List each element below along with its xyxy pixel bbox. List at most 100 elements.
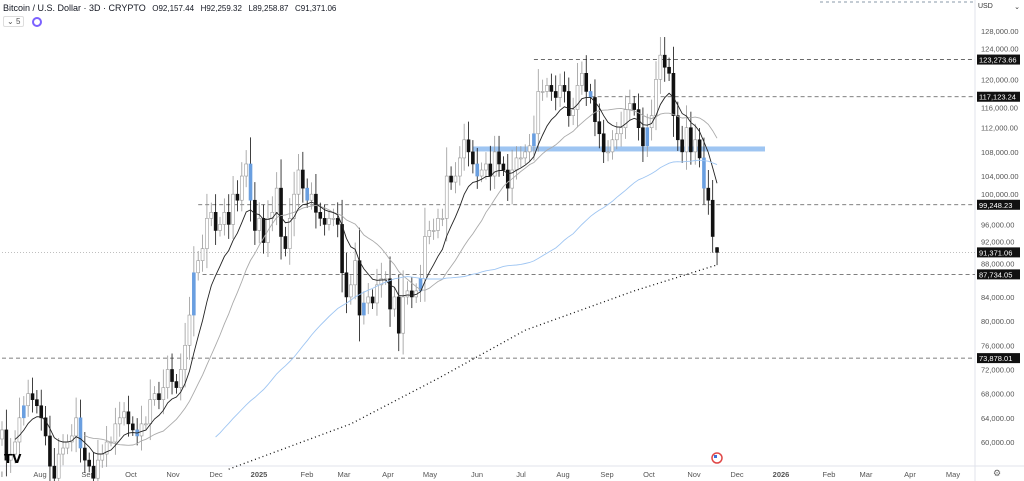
candle [340,224,344,274]
candle [362,302,366,316]
x-tick-label: 2026 [773,470,790,479]
candle [545,85,549,92]
candle [514,157,519,171]
candle [65,441,70,449]
price-level-label: 117,123.24 [977,91,1020,102]
candle [654,79,658,116]
candle [231,193,235,225]
candle [457,157,462,177]
candle [471,151,475,165]
candle [331,218,336,220]
candle [161,387,166,400]
candle [205,218,209,249]
candle [235,193,240,201]
currency-select[interactable]: USD ⌄ [978,3,1020,15]
candle [680,139,684,153]
y-tick-label: 128,000.00 [981,27,1019,36]
candle [218,224,222,231]
price-level-label-text: 73,878.01 [979,354,1012,363]
candle [56,453,61,479]
candle [226,212,231,225]
x-tick-label: Sep [600,470,613,479]
candle [165,369,170,388]
candle [405,290,410,298]
price-level-label: 73,878.01 [977,353,1020,364]
candle [222,212,227,225]
candle [641,127,645,147]
price-level-label: 87,734.05 [977,269,1020,280]
candle [13,441,17,455]
indicators-toggle[interactable]: ⌄ 5 [3,16,25,27]
candle [174,381,179,388]
candle [366,296,371,304]
candle [370,296,375,304]
ohlc-high: H92,259.32 [200,4,242,13]
symbol-title[interactable]: Bitcoin / U.S. Dollar · 3D · CRYPTO [3,3,146,13]
y-tick-label: 108,000.00 [981,148,1019,157]
settings-gear-icon[interactable]: ⚙ [993,468,1002,478]
candle [462,139,466,159]
candle [83,447,87,461]
candle [178,369,183,388]
candle [444,175,449,219]
candle [318,212,323,219]
candle [261,218,266,243]
candle [436,218,440,231]
price-level-label-text: 117,123.24 [979,93,1016,102]
candle [475,163,480,177]
x-tick-label: Dec [209,470,223,479]
candle [488,163,493,177]
candle [558,85,562,98]
candle [96,459,100,479]
candle [466,139,471,153]
candle [113,423,118,443]
candle [702,157,706,189]
candle [26,393,30,407]
candle [122,411,126,419]
candle [401,296,405,334]
candle [283,236,288,249]
price-level-label-bg [977,247,1020,258]
y-tick-label: 72,000.00 [981,365,1014,374]
price-level-label-bg [977,199,1020,210]
candle [61,447,65,455]
price-level-label-bg [977,269,1020,280]
y-tick-label: 92,000.00 [981,237,1014,246]
candle [479,169,484,177]
x-tick-label: Jun [471,470,483,479]
currency-label: USD [978,3,993,10]
candle [279,187,283,237]
y-tick-label: 100,000.00 [981,190,1019,199]
candle [492,151,497,177]
x-tick-label: 2025 [251,470,268,479]
price-level-label-bg [977,353,1020,364]
replay-icon[interactable] [32,16,43,27]
x-tick-label: Mar [860,470,873,479]
candle [305,187,310,201]
candle [348,284,353,298]
candle [244,163,248,177]
candle [0,429,4,440]
y-tick-label: 68,000.00 [981,390,1014,399]
price-level-label-text: 91,371.06 [979,248,1012,257]
y-tick-label: 76,000.00 [981,341,1014,350]
tradingview-logo[interactable]: 𝗧𝗩 [4,452,22,466]
candle [693,139,698,153]
candle [497,151,501,165]
candle [667,66,671,74]
candle [30,393,35,400]
price-level-label-text: 87,734.05 [979,270,1012,279]
candle [357,260,362,316]
candle [619,127,623,135]
candle [684,127,689,153]
candle [566,91,571,116]
candle [157,393,161,400]
candle [440,218,445,220]
y-tick-label: 124,000.00 [981,45,1019,54]
candle [187,314,192,346]
y-tick-label: 80,000.00 [981,317,1014,326]
candle [449,175,453,183]
candle [353,260,357,286]
y-tick-label: 84,000.00 [981,293,1014,302]
